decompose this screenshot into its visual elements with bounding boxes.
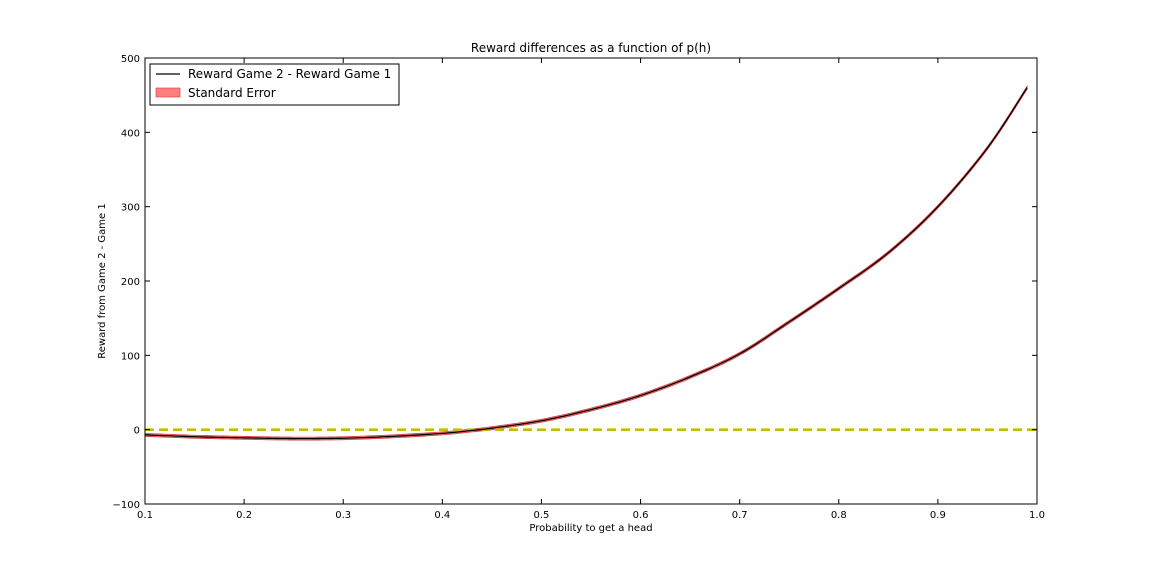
- x-tick-label: 0.5: [533, 510, 549, 521]
- x-tick-label: 0.7: [732, 510, 748, 521]
- y-tick-label: 300: [121, 203, 140, 214]
- legend-box: [149, 63, 400, 106]
- x-axis-label: Probability to get a head: [529, 523, 652, 534]
- y-axis-label: Reward from Game 2 - Game 1: [97, 203, 108, 358]
- x-tick-label: 0.3: [335, 510, 351, 521]
- x-tick-label: 0.6: [633, 510, 649, 521]
- y-tick-label: 100: [121, 351, 140, 362]
- series-line-layer: [144, 87, 1028, 440]
- series-line: [144, 87, 1028, 440]
- x-tick-label: 0.1: [137, 510, 153, 521]
- y-tick-label: −100: [113, 500, 140, 511]
- legend-swatch-band: [155, 87, 181, 98]
- x-tick-label: 0.4: [434, 510, 450, 521]
- x-tick-label: 0.8: [831, 510, 847, 521]
- x-tick-label: 0.2: [236, 510, 252, 521]
- y-tick-label: 400: [121, 128, 140, 139]
- legend-label-line: Reward Game 2 - Reward Game 1: [188, 67, 391, 81]
- y-tick-label: 200: [121, 277, 140, 288]
- x-tick-label: 1.0: [1029, 510, 1045, 521]
- legend-label-band: Standard Error: [188, 86, 276, 100]
- tick-layer: 0.1 0.2 0.3 0.4 0.5 0.6 0.7 0.8 0.9 1.0 −100 0 100 20…: [113, 54, 1045, 521]
- chart-title: Reward differences as a function of p(h): [471, 41, 711, 55]
- x-tick-label: 0.9: [930, 510, 946, 521]
- legend: Reward Game 2 - Reward Game 1 Standard E…: [149, 63, 400, 106]
- y-tick-label: 0: [134, 426, 140, 437]
- y-tick-label: 500: [121, 54, 140, 65]
